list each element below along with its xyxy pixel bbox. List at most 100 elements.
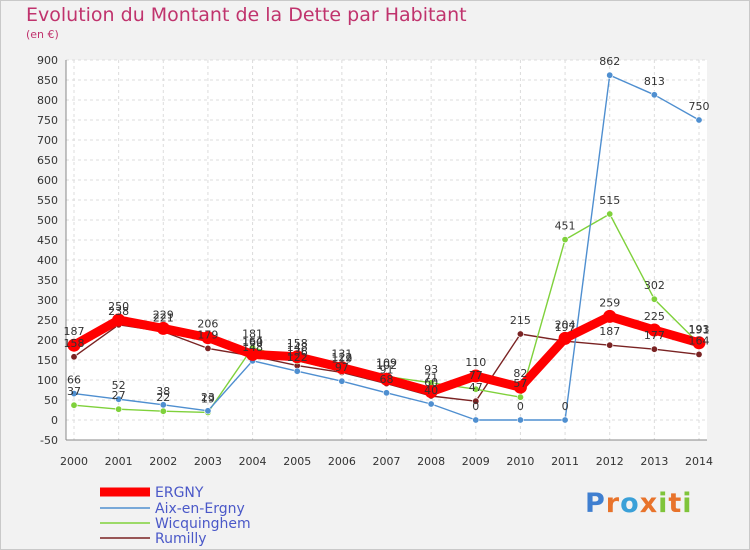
data-label: 148	[242, 341, 263, 354]
y-tick-label: -50	[40, 434, 58, 447]
data-point	[469, 369, 483, 383]
data-point	[204, 407, 212, 415]
series-lines	[67, 71, 706, 424]
data-point	[70, 390, 78, 398]
data-point	[516, 416, 524, 424]
data-label: 97	[335, 361, 349, 374]
data-label: 77	[469, 369, 483, 382]
data-label: 60	[424, 376, 438, 389]
data-point	[692, 336, 706, 350]
y-tick-label: 250	[37, 314, 58, 327]
y-tick-label: 800	[37, 94, 58, 107]
data-point	[159, 401, 167, 409]
data-label: 179	[197, 328, 218, 341]
x-tick-label: 2014	[685, 455, 713, 468]
x-tick-label: 2005	[283, 455, 311, 468]
data-point	[603, 309, 617, 323]
y-tick-label: 700	[37, 134, 58, 147]
y-tick-label: 600	[37, 174, 58, 187]
data-point	[201, 331, 215, 345]
y-tick-label: 100	[37, 374, 58, 387]
legend-label: Wicquinghem	[155, 516, 251, 532]
data-point	[159, 407, 167, 415]
data-label: 47	[469, 381, 483, 394]
data-point	[516, 330, 524, 338]
data-label: 0	[472, 400, 479, 413]
chart-subtitle: (en €)	[26, 28, 59, 41]
data-label: 302	[644, 279, 665, 292]
data-label: 215	[510, 314, 531, 327]
data-point	[115, 405, 123, 413]
data-label: 82	[513, 367, 527, 380]
y-tick-label: 300	[37, 294, 58, 307]
x-tick-label: 2011	[551, 455, 579, 468]
data-point	[695, 350, 703, 358]
data-point	[380, 372, 393, 386]
data-point	[115, 395, 123, 403]
x-tick-label: 2013	[640, 455, 668, 468]
data-label: 221	[153, 312, 174, 325]
data-label: 451	[555, 220, 576, 233]
data-point	[382, 389, 390, 397]
data-label: 750	[689, 100, 710, 113]
data-point	[650, 345, 658, 353]
data-point	[472, 416, 480, 424]
data-point	[204, 344, 212, 352]
data-label: 131	[331, 348, 352, 361]
data-point	[70, 353, 78, 361]
data-label: 158	[64, 337, 85, 350]
data-label: 136	[287, 346, 308, 359]
chart-title: Evolution du Montant de la Dette par Hab…	[26, 4, 467, 26]
data-label: 193	[689, 323, 710, 336]
data-point	[112, 313, 126, 327]
data-label: 515	[599, 194, 620, 207]
brand-logo: Proxiti	[585, 488, 693, 519]
data-label: 22	[156, 391, 170, 404]
data-label: 177	[644, 329, 665, 342]
data-point	[156, 321, 170, 335]
data-label: 204	[555, 318, 576, 331]
x-tick-label: 2004	[239, 455, 267, 468]
y-tick-label: 900	[37, 54, 58, 67]
data-label: 191	[689, 324, 710, 337]
data-label: 181	[242, 328, 263, 341]
y-tick-label: 500	[37, 214, 58, 227]
x-tick-label: 2010	[506, 455, 534, 468]
x-tick-labels: 2000 2001 2002 2003 2004 2005 2006 2007 2008 2009…	[60, 455, 713, 468]
y-tick-label: 450	[37, 234, 58, 247]
legend-label: Rumilly	[155, 531, 207, 547]
data-point	[606, 71, 614, 79]
data-label: 250	[108, 300, 129, 313]
x-tick-label: 2001	[105, 455, 133, 468]
data-point	[606, 341, 614, 349]
data-point	[293, 367, 301, 375]
x-tick-label: 2012	[596, 455, 624, 468]
data-label: 122	[331, 351, 352, 364]
data-point	[67, 338, 81, 352]
data-point	[338, 377, 346, 385]
data-point	[70, 401, 78, 409]
y-tick-label: 550	[37, 194, 58, 207]
data-point	[558, 331, 572, 345]
x-tick-label: 2000	[60, 455, 88, 468]
data-label: 119	[331, 352, 352, 365]
x-tick-label: 2007	[373, 455, 401, 468]
y-tick-label: 350	[37, 274, 58, 287]
y-tick-label: 400	[37, 254, 58, 267]
data-label: 206	[197, 318, 218, 331]
data-label: 93	[424, 363, 438, 376]
data-label: 164	[689, 334, 710, 347]
x-tick-label: 2008	[417, 455, 445, 468]
data-label: 813	[644, 75, 665, 88]
y-tick-label: 650	[37, 154, 58, 167]
data-label: 862	[599, 55, 620, 68]
y-tick-label: 0	[51, 414, 58, 427]
data-label: 0	[517, 400, 524, 413]
data-label: 109	[376, 356, 397, 369]
data-point	[472, 385, 480, 393]
data-label: 66	[67, 374, 81, 387]
x-tick-label: 2009	[462, 455, 490, 468]
data-point	[561, 416, 569, 424]
